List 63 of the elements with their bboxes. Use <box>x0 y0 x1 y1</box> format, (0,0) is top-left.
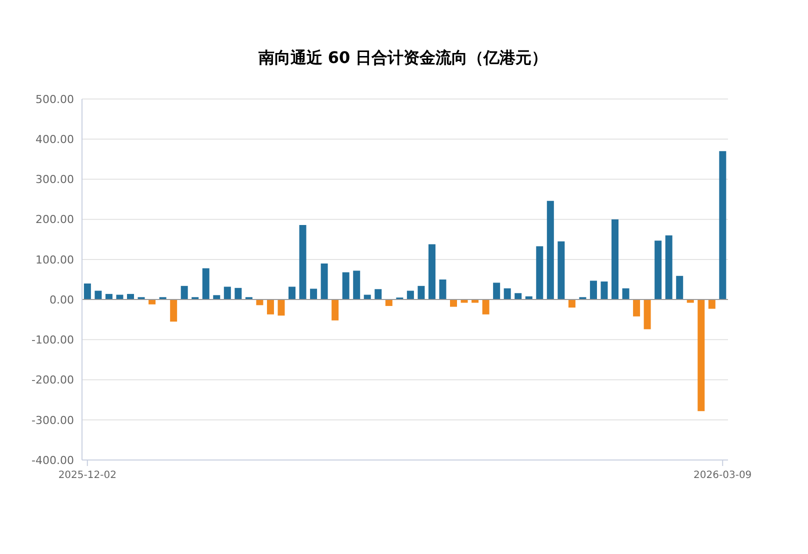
bar <box>654 240 662 300</box>
bar <box>676 276 684 300</box>
bar <box>84 284 91 300</box>
bar <box>310 288 318 300</box>
bar <box>266 300 274 314</box>
bar <box>406 290 414 300</box>
y-tick-label: 300.00 <box>36 173 74 186</box>
y-tick-label: 200.00 <box>36 213 74 226</box>
bar <box>644 300 651 330</box>
y-tick-label: -100.00 <box>32 334 74 347</box>
y-tick-label: 400.00 <box>36 133 74 146</box>
bar <box>590 280 597 300</box>
bar <box>612 219 619 300</box>
bar <box>148 300 156 304</box>
x-tick-label: 2026-03-09 <box>694 470 752 481</box>
bar <box>482 300 490 314</box>
bar <box>708 300 716 309</box>
bar <box>633 300 640 316</box>
bar <box>536 246 544 300</box>
bar <box>170 300 178 322</box>
bar <box>353 270 360 300</box>
bar <box>719 151 726 300</box>
y-tick-label: 100.00 <box>36 253 74 266</box>
y-tick-label: -400.00 <box>32 454 74 467</box>
bar <box>364 294 371 300</box>
y-tick-label: 0.00 <box>50 293 74 306</box>
bar <box>418 286 425 300</box>
bar <box>278 300 285 316</box>
bar <box>385 300 392 306</box>
x-tick-label: 2025-12-02 <box>58 470 116 481</box>
bar <box>504 288 511 300</box>
bar <box>546 200 554 300</box>
bar <box>428 244 436 300</box>
bar <box>213 295 220 300</box>
bar <box>288 286 296 300</box>
bar <box>374 289 382 300</box>
bar <box>234 288 242 300</box>
bar <box>460 300 468 303</box>
bar <box>686 300 694 303</box>
y-tick-label: -300.00 <box>32 414 74 427</box>
bar <box>514 293 522 300</box>
bar <box>320 263 328 300</box>
chart-title: 南向通近 60 日合计资金流向（亿港元） <box>257 48 549 69</box>
bar <box>116 294 124 300</box>
bar <box>180 286 188 300</box>
bar <box>600 282 608 300</box>
bar <box>665 235 672 300</box>
bar <box>202 268 210 300</box>
bar <box>568 300 576 308</box>
bar <box>493 282 500 300</box>
bar <box>342 272 350 300</box>
bar <box>558 241 565 300</box>
bar <box>94 290 102 300</box>
bar <box>698 300 705 412</box>
bar <box>224 286 231 300</box>
bar <box>622 288 630 300</box>
bar <box>332 300 339 320</box>
bar <box>439 280 446 300</box>
y-tick-label: 500.00 <box>36 92 74 106</box>
bar <box>299 224 306 300</box>
y-tick-label: -200.00 <box>32 374 74 387</box>
bar <box>450 300 458 307</box>
bar <box>472 300 479 303</box>
